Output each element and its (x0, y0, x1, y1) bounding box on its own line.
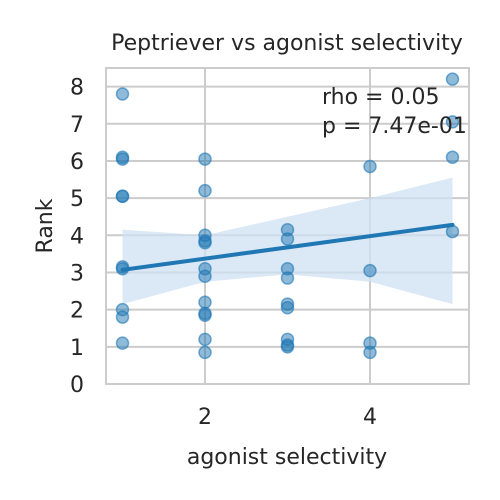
x-tick-label: 4 (363, 405, 377, 430)
y-tick-label: 3 (70, 261, 84, 286)
y-tick-label: 1 (70, 336, 84, 361)
data-point (280, 232, 295, 246)
data-point (115, 87, 130, 101)
y-tick-label: 2 (70, 299, 84, 324)
data-point (280, 301, 295, 315)
data-point (363, 345, 377, 360)
data-point (198, 332, 212, 347)
data-point (445, 115, 460, 129)
data-point (115, 189, 130, 204)
y-tick-label: 7 (70, 113, 84, 138)
data-point (198, 183, 212, 198)
y-tick-label: 0 (70, 373, 84, 398)
data-point (115, 310, 130, 324)
axis-ticks: 0 1 2 3 4 5 6 7 8 2 4 (70, 76, 377, 430)
annotation-p-value: p = 7.47e-01 (322, 114, 467, 139)
y-tick-label: 6 (70, 150, 84, 175)
data-point (280, 340, 295, 354)
y-tick-label: 8 (70, 76, 84, 101)
data-point (280, 271, 295, 285)
data-point (445, 150, 460, 164)
x-axis-label: agonist selectivity (187, 445, 387, 470)
data-point (363, 159, 377, 174)
annotation-rho: rho = 0.05 (322, 85, 439, 110)
regression-line-path (120, 222, 455, 272)
regression-line (120, 222, 455, 272)
data-points (115, 72, 460, 360)
data-point (115, 152, 130, 166)
y-axis-label: Rank (33, 198, 58, 253)
y-tick-label: 5 (70, 187, 84, 212)
plot-frame (105, 67, 470, 385)
data-point (363, 263, 377, 278)
data-point (198, 152, 212, 166)
data-point (198, 345, 212, 360)
y-tick-label: 4 (70, 224, 84, 249)
data-point (198, 308, 212, 322)
data-point (198, 235, 212, 250)
data-point (198, 269, 212, 283)
chart-title: Peptriever vs agonist selectivity (111, 31, 463, 56)
x-tick-label: 2 (198, 405, 212, 430)
data-point (198, 295, 212, 309)
data-point (445, 72, 460, 86)
data-point (115, 336, 130, 350)
